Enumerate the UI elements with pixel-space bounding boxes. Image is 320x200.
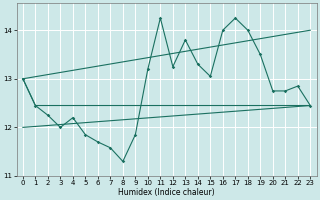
X-axis label: Humidex (Indice chaleur): Humidex (Indice chaleur) bbox=[118, 188, 215, 197]
